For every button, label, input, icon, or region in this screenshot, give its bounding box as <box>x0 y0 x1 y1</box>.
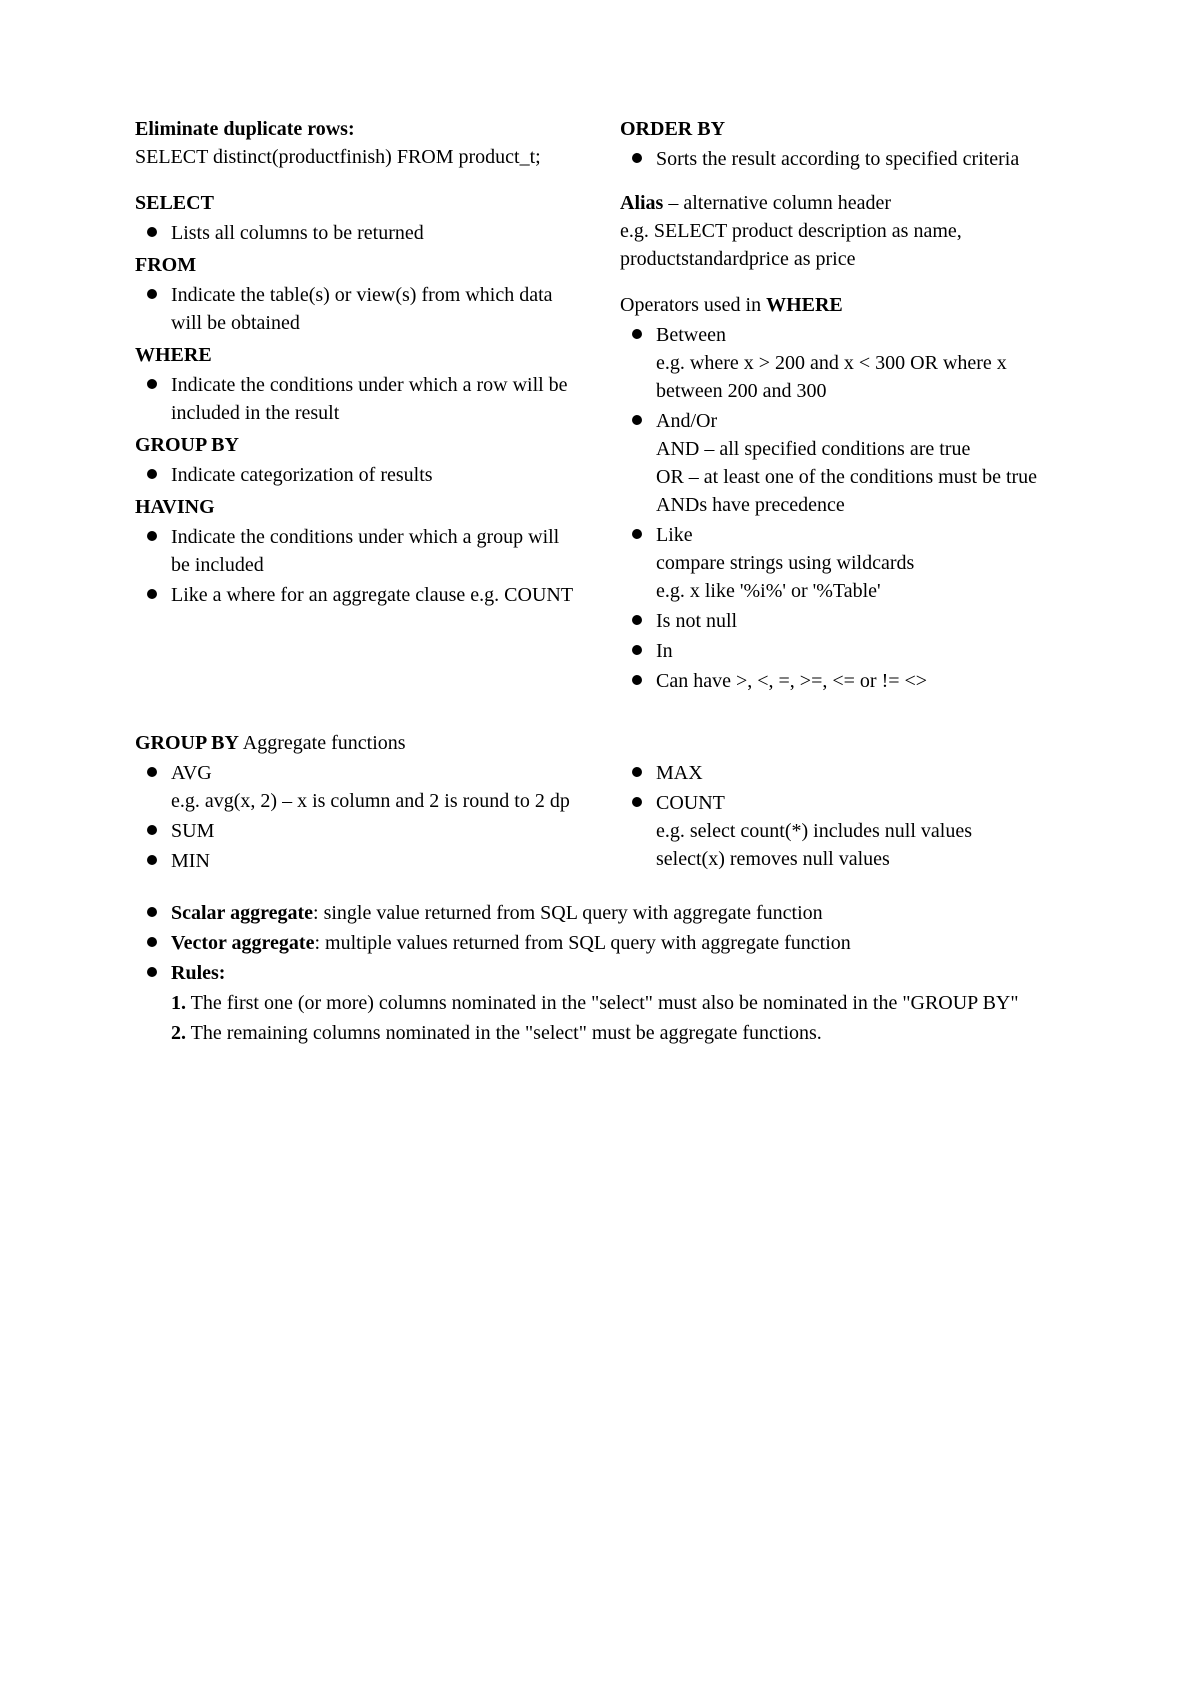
list-item: In <box>656 637 1065 665</box>
like-l1: compare strings using wildcards <box>656 549 1065 577</box>
list-item: Can have >, <, =, >=, <= or != <> <box>656 667 1065 695</box>
sum: SUM <box>171 820 214 842</box>
list-item: Vector aggregate: multiple values return… <box>171 929 1065 957</box>
agg-right: MAX COUNT e.g. select count(*) includes … <box>620 757 1065 879</box>
list-item: MAX <box>656 759 1065 787</box>
where-list: Indicate the conditions under which a ro… <box>135 371 580 427</box>
agg-left: AVG e.g. avg(x, 2) – x is column and 2 i… <box>135 757 580 879</box>
having-item-1: Indicate the conditions under which a gr… <box>171 526 559 576</box>
orderby-item: Sorts the result according to specified … <box>656 148 1019 170</box>
list-item: Rules: 1. The first one (or more) column… <box>171 959 1065 1047</box>
alias-def: – alternative column header <box>663 192 891 214</box>
in: In <box>656 640 673 662</box>
groupby-title: GROUP BY <box>135 431 580 459</box>
count-eg2: select(x) removes null values <box>656 845 1065 873</box>
select-item: Lists all columns to be returned <box>171 222 424 244</box>
alias: Alias – alternative column header e.g. S… <box>620 189 1065 273</box>
having-list: Indicate the conditions under which a gr… <box>135 523 580 609</box>
andor: And/Or <box>656 410 717 432</box>
list-item: Indicate the conditions under which a gr… <box>171 523 580 579</box>
where-item: Indicate the conditions under which a ro… <box>171 374 568 424</box>
having-item-2: Like a where for an aggregate clause e.g… <box>171 584 573 606</box>
canhave: Can have >, <, =, >=, <= or != <> <box>656 670 927 692</box>
alias-title: Alias <box>620 192 663 214</box>
agg-title-pre: GROUP BY <box>135 732 239 754</box>
r2: The remaining columns nominated in the "… <box>186 1022 822 1044</box>
max: MAX <box>656 762 703 784</box>
rules-list: 1. The first one (or more) columns nomin… <box>171 989 1065 1047</box>
orderby-list: Sorts the result according to specified … <box>620 145 1065 173</box>
agg-title: GROUP BY Aggregate functions <box>135 729 1065 757</box>
list-item: MIN <box>171 847 580 875</box>
orderby-title: ORDER BY <box>620 115 1065 143</box>
list-item: And/Or AND – all specified conditions ar… <box>656 407 1065 519</box>
like-l2: e.g. x like '%i%' or '%Table' <box>656 577 1065 605</box>
left-column: Eliminate duplicate rows: SELECT distinc… <box>135 115 580 699</box>
avg: AVG <box>171 762 212 784</box>
between: Between <box>656 324 726 346</box>
list-item: Sorts the result according to specified … <box>656 145 1065 173</box>
upper-columns: Eliminate duplicate rows: SELECT distinc… <box>135 115 1065 699</box>
avg-eg: e.g. avg(x, 2) – x is column and 2 is ro… <box>171 787 580 815</box>
min: MIN <box>171 850 210 872</box>
ops-intro-bold: WHERE <box>766 294 843 316</box>
agg-title-rest: Aggregate functions <box>239 732 406 754</box>
r1n: 1. <box>171 992 186 1014</box>
ops-intro: Operators used in WHERE <box>620 291 1065 319</box>
vector-b: Vector aggregate <box>171 932 314 954</box>
vector-r: : multiple values returned from SQL quer… <box>314 932 850 954</box>
list-item: Indicate categorization of results <box>171 461 580 489</box>
andor-l1: AND – all specified conditions are true <box>656 435 1065 463</box>
where-title: WHERE <box>135 341 580 369</box>
rules-b: Rules: <box>171 962 225 984</box>
andor-l3: ANDs have precedence <box>656 491 1065 519</box>
list-item: Like compare strings using wildcards e.g… <box>656 521 1065 605</box>
from-title: FROM <box>135 251 580 279</box>
from-item: Indicate the table(s) or view(s) from wh… <box>171 284 553 334</box>
list-item: Lists all columns to be returned <box>171 219 580 247</box>
count-eg1: e.g. select count(*) includes null value… <box>656 817 1065 845</box>
select-title: SELECT <box>135 189 580 217</box>
agg-left-list: AVG e.g. avg(x, 2) – x is column and 2 i… <box>135 759 580 875</box>
between-eg: e.g. where x > 200 and x < 300 OR where … <box>656 349 1065 405</box>
eliminate-duplicates: Eliminate duplicate rows: SELECT distinc… <box>135 115 580 171</box>
list-item: Like a where for an aggregate clause e.g… <box>171 581 580 609</box>
rule-1: 1. The first one (or more) columns nomin… <box>171 989 1065 1017</box>
scalar-b: Scalar aggregate <box>171 902 313 924</box>
right-column: ORDER BY Sorts the result according to s… <box>620 115 1065 699</box>
list-item: COUNT e.g. select count(*) includes null… <box>656 789 1065 873</box>
select-list: Lists all columns to be returned <box>135 219 580 247</box>
groupby-item: Indicate categorization of results <box>171 464 433 486</box>
andor-l2: OR – at least one of the conditions must… <box>656 463 1065 491</box>
bottom-list: Scalar aggregate: single value returned … <box>135 899 1065 1047</box>
list-item: Indicate the conditions under which a ro… <box>171 371 580 427</box>
list-item: Between e.g. where x > 200 and x < 300 O… <box>656 321 1065 405</box>
dup-title: Eliminate duplicate rows: <box>135 118 355 140</box>
groupby-list: Indicate categorization of results <box>135 461 580 489</box>
agg-right-list: MAX COUNT e.g. select count(*) includes … <box>620 759 1065 873</box>
rule-2: 2. The remaining columns nominated in th… <box>171 1019 1065 1047</box>
list-item: Is not null <box>656 607 1065 635</box>
r2n: 2. <box>171 1022 186 1044</box>
count: COUNT <box>656 792 725 814</box>
list-item: AVG e.g. avg(x, 2) – x is column and 2 i… <box>171 759 580 815</box>
scalar-r: : single value returned from SQL query w… <box>313 902 823 924</box>
ops-intro-pre: Operators used in <box>620 294 766 316</box>
having-title: HAVING <box>135 493 580 521</box>
agg-columns: AVG e.g. avg(x, 2) – x is column and 2 i… <box>135 757 1065 879</box>
dup-body: SELECT distinct(productfinish) FROM prod… <box>135 146 541 168</box>
alias-eg: e.g. SELECT product description as name,… <box>620 220 962 270</box>
ops-list: Between e.g. where x > 200 and x < 300 O… <box>620 321 1065 695</box>
list-item: SUM <box>171 817 580 845</box>
from-list: Indicate the table(s) or view(s) from wh… <box>135 281 580 337</box>
r1: The first one (or more) columns nominate… <box>186 992 1019 1014</box>
list-item: Indicate the table(s) or view(s) from wh… <box>171 281 580 337</box>
list-item: Scalar aggregate: single value returned … <box>171 899 1065 927</box>
bottom-block: Scalar aggregate: single value returned … <box>135 899 1065 1047</box>
isnotnull: Is not null <box>656 610 737 632</box>
like: Like <box>656 524 693 546</box>
